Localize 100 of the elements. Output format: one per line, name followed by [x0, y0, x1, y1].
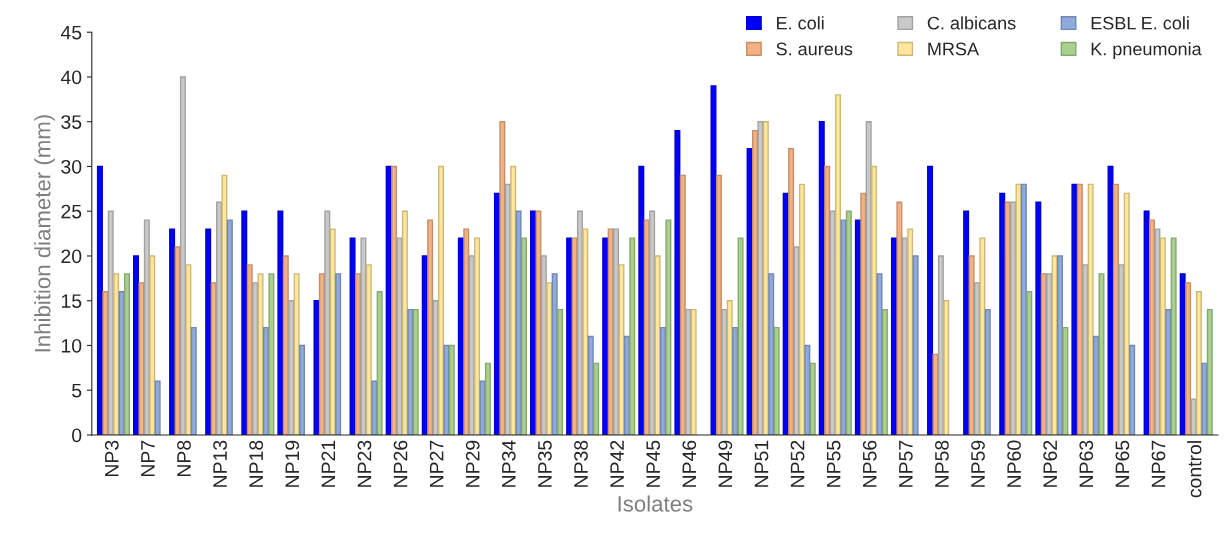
legend-label: ESBL E. coli [1091, 16, 1189, 30]
bar [896, 201, 903, 435]
bar [1170, 237, 1177, 435]
bar [1098, 273, 1105, 435]
y-tick-label: 45 [60, 25, 82, 40]
bar [665, 219, 672, 435]
legend-label: C. albicans [927, 16, 1016, 30]
bar [179, 76, 186, 435]
bar [762, 121, 769, 435]
bar [721, 308, 728, 435]
bar [649, 210, 656, 435]
bar [629, 237, 636, 435]
bar [293, 273, 300, 435]
bar [546, 282, 553, 435]
bar [521, 237, 528, 435]
bar [443, 344, 450, 435]
bar [1123, 192, 1130, 435]
bar [149, 255, 156, 435]
x-tick-label: NP57 [899, 440, 913, 487]
bar [268, 273, 275, 435]
bar [102, 291, 109, 435]
bar [335, 273, 342, 435]
bar [602, 237, 609, 435]
bar [768, 273, 775, 435]
bar [912, 255, 919, 435]
x-tick-label: NP19 [285, 440, 300, 487]
bar [313, 300, 320, 435]
bar [757, 121, 764, 435]
bar [154, 380, 161, 435]
x-tick-label: NP27 [429, 440, 444, 487]
x-tick-label: control [1187, 441, 1202, 498]
bar [221, 174, 228, 435]
bar [593, 362, 600, 435]
bar [1185, 282, 1192, 435]
legend-label: MRSA [928, 42, 980, 56]
bar [788, 147, 795, 435]
bar [871, 165, 878, 435]
bar [288, 300, 295, 435]
bar [809, 362, 816, 435]
bar [1035, 201, 1042, 435]
x-tick-label: NP65 [1115, 440, 1130, 487]
bar [1165, 308, 1172, 435]
bar [1154, 228, 1161, 435]
bar [1118, 264, 1125, 435]
bar [618, 264, 625, 435]
x-tick-label: NP56 [862, 440, 877, 487]
legend-label: K. pneumonia [1091, 42, 1202, 59]
x-tick-label: NP49 [718, 440, 733, 487]
x-tick-label: NP60 [1007, 440, 1021, 487]
bar [1015, 183, 1022, 435]
bar [1026, 291, 1033, 435]
bar [710, 85, 717, 435]
bar [96, 165, 103, 435]
y-tick-label: 25 [61, 204, 82, 219]
x-tick-label: NP13 [213, 440, 227, 487]
x-tick-label: NP67 [1151, 440, 1166, 487]
bar [654, 255, 661, 435]
bar [226, 219, 233, 435]
bar [1129, 344, 1136, 435]
bar [566, 237, 573, 435]
bar [979, 237, 986, 435]
bar [123, 273, 130, 435]
bar [1195, 291, 1202, 435]
y-tick-label: 0 [72, 428, 82, 443]
bar [1201, 362, 1208, 435]
bar [185, 264, 192, 435]
x-tick-label: NP55 [826, 440, 841, 487]
bar [927, 165, 934, 435]
bar [845, 210, 852, 435]
bar [674, 129, 681, 435]
bar [824, 165, 831, 435]
x-tick-label: NP18 [249, 440, 264, 487]
bar [412, 308, 419, 435]
x-tick-label: NP51 [754, 440, 769, 487]
bar [715, 174, 722, 435]
bar [252, 282, 259, 435]
bar [679, 174, 686, 435]
y-tick-label: 5 [72, 383, 82, 398]
bar [484, 362, 491, 435]
bar [371, 380, 378, 435]
x-tick-label: NP26 [393, 440, 408, 487]
x-tick-label: NP34 [501, 440, 516, 487]
bar [427, 219, 434, 435]
bar [437, 165, 444, 435]
bar [360, 237, 367, 435]
bar [205, 228, 212, 435]
legend-label: S. aureus [776, 42, 853, 56]
bar [407, 308, 414, 435]
x-tick-label: NP42 [610, 440, 624, 487]
bar [1056, 255, 1063, 435]
bar [907, 228, 914, 435]
bar [798, 183, 805, 435]
bar [984, 308, 991, 435]
bar [1082, 264, 1089, 435]
y-axis-title: Inhibition diameter (mm) [34, 115, 55, 352]
x-tick-label: NP35 [538, 440, 552, 487]
bar [1087, 183, 1094, 435]
bar [999, 192, 1006, 435]
y-tick-label: 10 [61, 338, 82, 353]
bar [840, 219, 847, 435]
